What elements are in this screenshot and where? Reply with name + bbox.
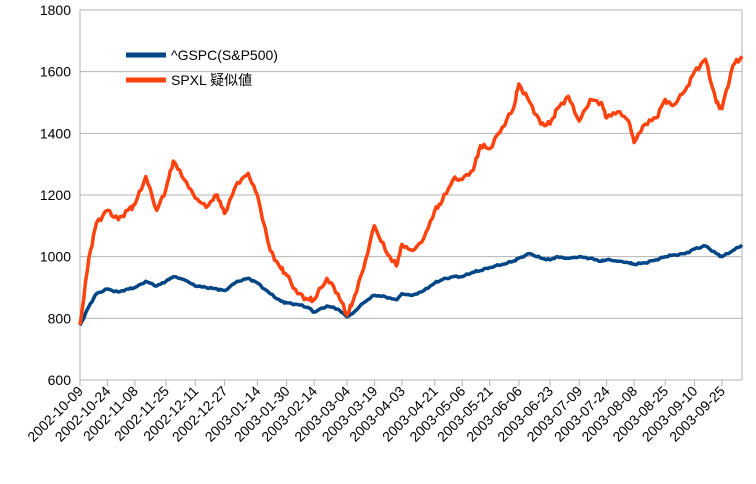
- series-lines: [78, 55, 744, 327]
- y-tick-label: 1400: [40, 125, 71, 141]
- series-line-gspc: [78, 243, 744, 327]
- y-tick-label: 600: [48, 372, 72, 388]
- legend-label-spxl: SPXL 疑似値: [171, 72, 252, 88]
- legend: ^GSPC(S&P500) SPXL 疑似値: [126, 47, 278, 88]
- legend-label-gspc: ^GSPC(S&P500): [171, 47, 278, 63]
- y-tick-label: 1600: [40, 64, 71, 80]
- y-tick-label: 1200: [40, 187, 71, 203]
- series-line-spxl: [78, 55, 744, 326]
- y-tick-label: 1000: [40, 249, 71, 265]
- y-tick-label: 800: [48, 310, 72, 326]
- y-tick-label: 1800: [40, 2, 71, 18]
- y-axis-ticks: 600 800 1000 1200 1400 1600 1800: [40, 2, 71, 388]
- grid: [79, 9, 743, 381]
- x-axis-ticks: 2002-10-092002-10-242002-11-082002-11-25…: [24, 380, 728, 445]
